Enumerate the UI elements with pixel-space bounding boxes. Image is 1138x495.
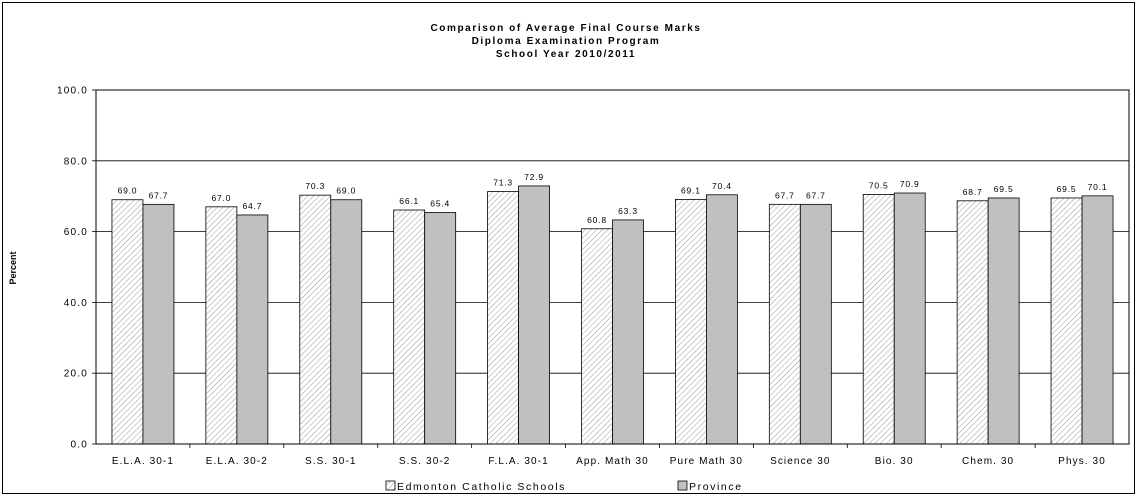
bar-value-label: 70.3 <box>305 181 325 191</box>
bar-value-label: 70.4 <box>712 181 732 191</box>
plot-area-border <box>95 89 1130 445</box>
bar-value-label: 67.7 <box>775 190 795 200</box>
bar-value-label: 69.0 <box>336 186 356 196</box>
bar-edmonton <box>1050 197 1083 445</box>
bar-value-label: 71.3 <box>493 178 513 188</box>
legend-label-edmonton: Edmonton Catholic Schools <box>397 481 566 493</box>
bar-value-label: 66.1 <box>399 196 419 206</box>
bar-value-label: 69.1 <box>681 185 701 195</box>
category-label: App. Math 30 <box>576 456 649 467</box>
category-label: S.S. 30-2 <box>399 456 451 467</box>
category-label: F.L.A. 30-1 <box>488 456 548 467</box>
bar-province <box>142 203 175 445</box>
category-labels: E.L.A. 30-1 E.L.A. 30-2 S.S. 30-1 S.S. 30-2… <box>112 444 1106 467</box>
y-tick-label: 0.0 <box>70 440 88 451</box>
legend-swatch-province <box>677 480 688 491</box>
bar-province <box>236 214 269 445</box>
y-tick-label: 80.0 <box>64 156 88 167</box>
legend-swatch-edmonton <box>385 480 396 491</box>
bar-province <box>1081 195 1114 445</box>
y-tick-label: 60.0 <box>64 227 88 238</box>
bar-province <box>706 194 738 445</box>
bar-edmonton <box>393 209 426 445</box>
y-tick-label: 100.0 <box>57 86 88 97</box>
bar-edmonton <box>675 198 707 445</box>
bar-province <box>424 212 457 445</box>
bar-value-label: 60.8 <box>587 215 607 225</box>
bar-edmonton <box>862 194 895 445</box>
bar-value-label: 69.5 <box>994 184 1014 194</box>
category-label: Bio. 30 <box>875 456 914 467</box>
bar-edmonton <box>581 228 613 445</box>
bar-value-label: 67.7 <box>806 190 826 200</box>
bar-province <box>893 192 926 445</box>
bar-value-label: 68.7 <box>963 187 983 197</box>
bar-value-label: 69.5 <box>1057 184 1077 194</box>
y-axis-label: Percent <box>8 251 18 284</box>
bar-value-label: 69.0 <box>118 186 138 196</box>
category-label: Phys. 30 <box>1058 456 1106 467</box>
bar-value-label: 67.0 <box>211 193 231 203</box>
bars: 69.0 67.7 67.0 64.7 70.3 69.0 66.1 65.4 71.3 72.9… <box>111 172 1114 445</box>
y-tick-label: 20.0 <box>64 369 88 380</box>
category-label: S.S. 30-1 <box>305 456 357 467</box>
category-label: Chem. 30 <box>962 456 1014 467</box>
bar-province <box>518 185 550 445</box>
bar-value-label: 70.9 <box>900 179 920 189</box>
category-label: Science 30 <box>770 456 830 467</box>
bar-province <box>330 199 363 445</box>
category-label: Pure Math 30 <box>670 456 743 467</box>
bar-province <box>799 203 832 445</box>
chart-title-line-1: Comparison of Average Final Course Marks <box>430 23 701 34</box>
y-tick-label: 40.0 <box>64 298 88 309</box>
bar-edmonton <box>205 206 238 445</box>
bar-edmonton <box>956 200 989 445</box>
category-label: E.L.A. 30-1 <box>112 456 174 467</box>
bar-value-label: 63.3 <box>618 206 638 216</box>
chart-title-line-3: School Year 2010/2011 <box>496 49 636 60</box>
bar-value-label: 70.5 <box>869 180 889 190</box>
bar-value-label: 72.9 <box>524 172 544 182</box>
legend-label-province: Province <box>689 481 743 493</box>
bar-province <box>987 197 1020 445</box>
bar-province <box>612 219 644 445</box>
bar-edmonton <box>111 199 144 445</box>
bar-value-label: 64.7 <box>242 201 262 211</box>
y-ticks: 0.0 20.0 40.0 60.0 80.0 100.0 <box>57 86 96 451</box>
bar-value-label: 65.4 <box>430 198 450 208</box>
chart-title-line-2: Diploma Examination Program <box>472 36 661 47</box>
bar-edmonton <box>487 191 519 445</box>
legend: Edmonton Catholic Schools Province <box>385 480 743 493</box>
bar-value-label: 67.7 <box>149 190 169 200</box>
bar-edmonton <box>299 194 332 445</box>
bar-value-label: 70.1 <box>1088 182 1108 192</box>
bar-edmonton <box>768 203 801 445</box>
category-label: E.L.A. 30-2 <box>206 456 268 467</box>
